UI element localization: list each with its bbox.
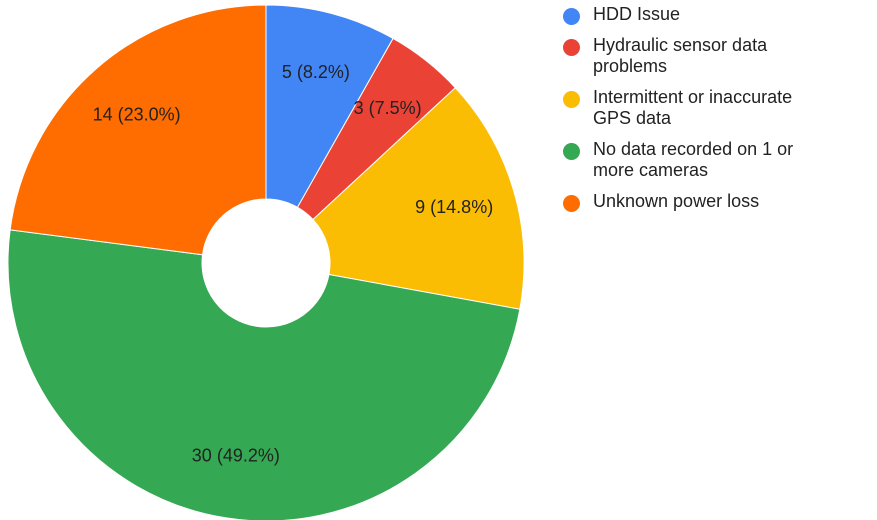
legend-label: Unknown power loss xyxy=(593,191,760,211)
slice xyxy=(265,4,394,208)
data-label: 3 (7.5%) xyxy=(354,98,422,118)
pie-area: 5 (8.2%)3 (7.5%) 9 (14.8%) 30 (49.2%) 14 (2… xyxy=(7,4,525,520)
slice xyxy=(312,87,525,310)
data-label: 14 (23.0%) xyxy=(93,105,181,125)
legend-swatch xyxy=(563,195,580,212)
data-label: 30 (49.2%) xyxy=(192,445,280,465)
legend: HDD Issue Hydraulic sensor data problems I… xyxy=(562,4,862,222)
slice xyxy=(9,4,267,256)
legend-swatch xyxy=(563,91,580,108)
slice xyxy=(7,229,521,520)
data-label: 5 (8.2%) xyxy=(282,62,350,82)
legend-swatch xyxy=(563,143,580,160)
legend-item: Hydraulic sensor data problems xyxy=(562,35,862,77)
legend-item: Unknown power loss xyxy=(562,191,862,212)
legend-swatch xyxy=(563,39,580,56)
legend-label: No data recorded on 1 or more cameras xyxy=(593,139,794,180)
legend-item: HDD Issue xyxy=(562,4,862,25)
data-label: 9 (14.8%) xyxy=(415,197,493,217)
legend-swatch xyxy=(563,8,580,25)
legend-item: Intermittent or inaccurate GPS data xyxy=(562,87,862,129)
legend-item: No data recorded on 1 or more cameras xyxy=(562,139,862,181)
legend-label: Hydraulic sensor data problems xyxy=(593,35,768,76)
legend-label: HDD Issue xyxy=(593,4,681,24)
legend-label: Intermittent or inaccurate GPS data xyxy=(593,87,793,128)
